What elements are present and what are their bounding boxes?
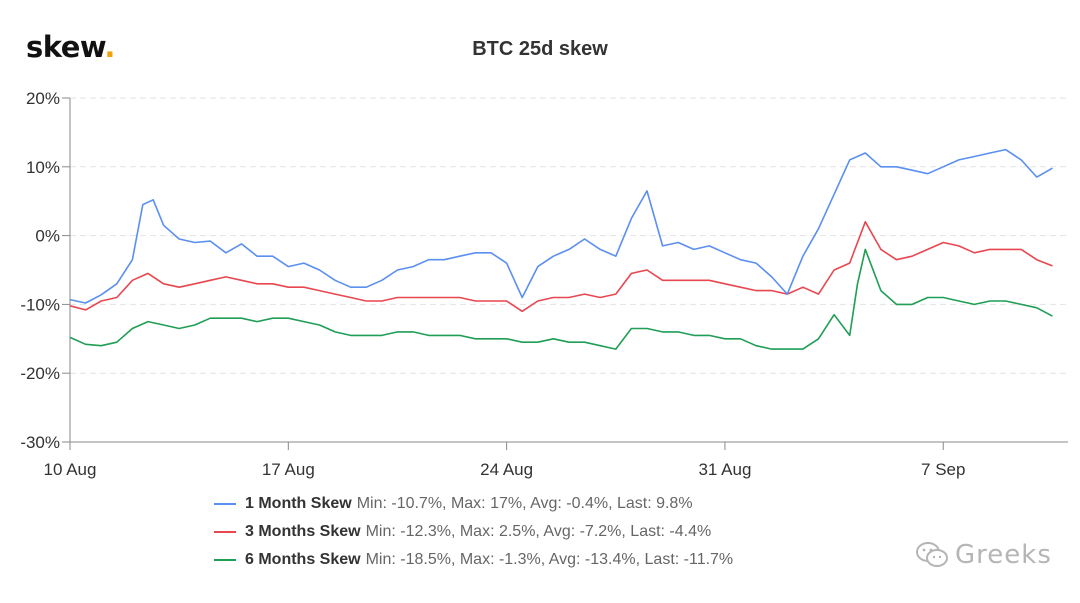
- y-tick-label: 20%: [26, 89, 60, 108]
- skew-logo: skew.: [26, 30, 115, 64]
- x-tick-label: 7 Sep: [921, 460, 965, 479]
- legend-series-name: 1 Month Skew: [245, 495, 352, 512]
- y-tick-label: -10%: [20, 295, 60, 314]
- legend-item[interactable]: 6 Months Skew Min: -18.5%, Max: -1.3%, Av…: [214, 546, 733, 574]
- brand-name: skew: [26, 30, 105, 64]
- legend-series-stats: Min: -10.7%, Max: 17%, Avg: -0.4%, Last:…: [356, 495, 693, 512]
- y-tick-label: -30%: [20, 433, 60, 452]
- x-tick-label: 24 Aug: [480, 460, 533, 479]
- legend-swatch: [214, 531, 236, 533]
- watermark: Greeks: [915, 540, 1052, 570]
- legend-series-name: 6 Months Skew: [245, 551, 361, 568]
- legend-item[interactable]: 3 Months Skew Min: -12.3%, Max: 2.5%, Avg…: [214, 518, 733, 546]
- legend-swatch: [214, 559, 236, 561]
- legend-series-stats: Min: -12.3%, Max: 2.5%, Avg: -7.2%, Last…: [365, 523, 712, 540]
- legend-series-stats: Min: -18.5%, Max: -1.3%, Avg: -13.4%, La…: [365, 551, 734, 568]
- legend-swatch: [214, 503, 236, 505]
- y-tick-label: 0%: [35, 227, 60, 246]
- legend-item[interactable]: 1 Month Skew Min: -10.7%, Max: 17%, Avg: …: [214, 490, 733, 518]
- legend-series-name: 3 Months Skew: [245, 523, 361, 540]
- x-tick-label: 10 Aug: [44, 460, 97, 479]
- watermark-text: Greeks: [955, 540, 1052, 570]
- series-line-1: [69, 148, 1053, 304]
- brand-dot: .: [104, 30, 115, 64]
- y-tick-label: 10%: [26, 158, 60, 177]
- y-tick-label: -20%: [20, 364, 60, 383]
- series-line-3: [69, 248, 1053, 350]
- x-tick-label: 31 Aug: [698, 460, 751, 479]
- wechat-bubbles-icon: [916, 542, 948, 567]
- x-tick-label: 17 Aug: [262, 460, 315, 479]
- chart-title: BTC 25d skew: [472, 38, 608, 60]
- chart-legend: 1 Month Skew Min: -10.7%, Max: 17%, Avg: …: [214, 490, 733, 574]
- series-line-2: [69, 221, 1053, 313]
